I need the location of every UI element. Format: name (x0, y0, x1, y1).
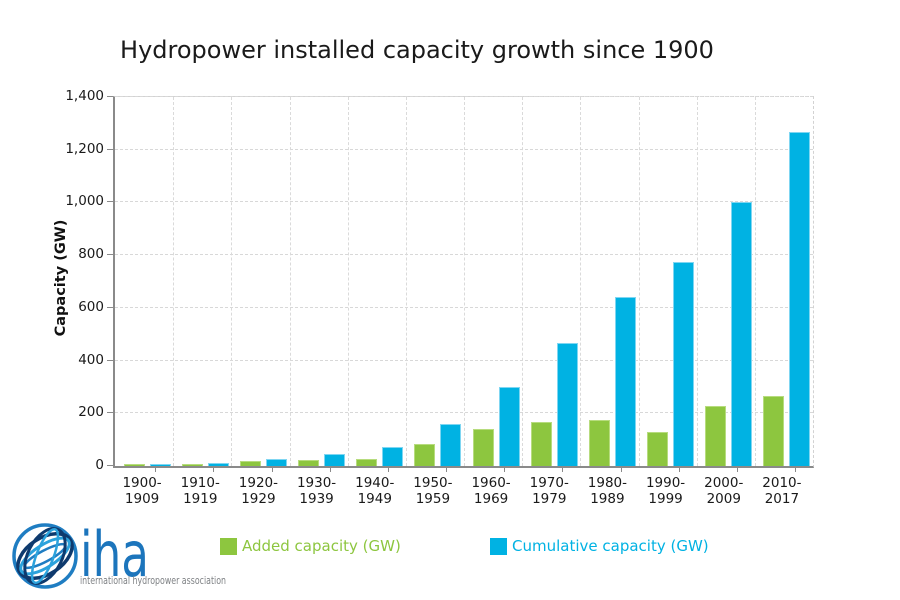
x-tick-label-1920-1929: 1920- 1929 (238, 475, 279, 507)
bar-cumulative-2000-2009 (731, 202, 753, 466)
y-tick-mark (107, 148, 113, 150)
vgridline (347, 97, 349, 466)
bar-cumulative-1920-1929 (265, 458, 287, 466)
vgridline (464, 97, 465, 466)
legend-label-cumulative: Cumulative capacity (GW) (512, 537, 709, 555)
x-tick-label-1900-1909: 1900- 1909 (122, 475, 162, 507)
vgridline (405, 97, 407, 466)
x-tick-mark (736, 467, 738, 472)
x-tick-label-2010-2017: 2010- 2017 (762, 475, 802, 507)
y-tick-label-1,400: 1,400 (65, 88, 104, 104)
x-tick-mark (504, 467, 506, 472)
legend-item-added: Added capacity (GW) (220, 537, 401, 555)
bar-cumulative-1960-1969 (498, 387, 520, 466)
x-tick-label-1940-1949: 1940- 1949 (355, 475, 395, 507)
bar-added-2010-2017 (763, 396, 785, 466)
y-tick-mark (107, 412, 113, 414)
bar-added-1900-1909 (123, 464, 145, 466)
bar-added-1950-1959 (414, 443, 436, 466)
vgridline (173, 97, 175, 466)
y-tick-mark (107, 254, 113, 256)
added-capacity-swatch (220, 537, 237, 555)
y-tick-label-600: 600 (78, 298, 104, 315)
logo-wordmark: iha (80, 518, 149, 591)
bar-added-1970-1979 (530, 421, 552, 466)
x-tick-mark (155, 467, 157, 472)
vgridline (522, 97, 524, 466)
bar-added-1990-1999 (647, 432, 668, 466)
legend-label-added: Added capacity (GW) (242, 537, 401, 555)
bar-cumulative-1990-1999 (673, 262, 694, 466)
y-tick-label-0: 0 (95, 457, 104, 473)
x-tick-mark (387, 467, 389, 472)
x-tick-label-1960-1969: 1960- 1969 (471, 475, 511, 507)
bar-cumulative-1910-1919 (207, 463, 229, 466)
bar-cumulative-1980-1989 (614, 296, 636, 466)
bar-cumulative-1970-1979 (556, 342, 578, 466)
bar-cumulative-1950-1959 (440, 424, 462, 466)
y-tick-mark (107, 359, 113, 361)
cumulative-capacity-swatch (490, 537, 507, 555)
y-tick-label-1,200: 1,200 (65, 140, 104, 157)
plot-area (113, 96, 814, 468)
y-tick-mark (107, 306, 113, 308)
bar-cumulative-1940-1949 (382, 447, 404, 466)
x-tick-label-1980-1989: 1980- 1989 (587, 475, 628, 507)
x-tick-label-1950-1959: 1950- 1959 (413, 475, 453, 507)
y-tick-label-800: 800 (78, 246, 104, 263)
chart-title: Hydropower installed capacity growth sin… (120, 36, 714, 64)
bar-added-1940-1949 (356, 458, 378, 466)
iha-logo: iha international hydropower association (12, 518, 226, 591)
x-tick-label-1910-1919: 1910- 1919 (180, 475, 220, 507)
x-tick-label-2000-2009: 2000- 2009 (704, 475, 744, 507)
x-tick-mark (678, 467, 680, 472)
x-tick-mark (446, 467, 447, 472)
bar-added-1980-1989 (588, 420, 610, 466)
vgridline (638, 97, 640, 466)
x-tick-label-1970-1979: 1970- 1979 (529, 475, 569, 507)
bar-cumulative-2010-2017 (789, 132, 811, 466)
vgridline (754, 97, 756, 466)
y-tick-mark (107, 201, 113, 203)
legend-item-cumulative: Cumulative capacity (GW) (490, 537, 709, 555)
x-tick-mark (562, 467, 564, 472)
x-tick-label-1990-1999: 1990- 1999 (645, 475, 686, 507)
y-tick-mark (107, 96, 113, 97)
x-tick-mark (795, 467, 796, 472)
vgridline (696, 97, 698, 466)
y-tick-mark (107, 465, 113, 466)
bar-added-1960-1969 (472, 428, 494, 466)
y-tick-label-400: 400 (78, 351, 104, 368)
logo-tagline: international hydropower association (80, 575, 226, 587)
bar-added-1930-1939 (298, 460, 319, 466)
bar-added-1910-1919 (181, 463, 203, 466)
bar-cumulative-1900-1909 (149, 464, 171, 466)
vgridline (289, 97, 291, 466)
x-tick-label-1930-1939: 1930- 1939 (296, 475, 337, 507)
y-tick-label-200: 200 (78, 404, 104, 421)
bar-cumulative-1930-1939 (324, 454, 345, 466)
globe-icon (12, 523, 78, 589)
x-tick-mark (620, 467, 622, 472)
x-tick-mark (213, 467, 215, 472)
y-tick-label-1,000: 1,000 (65, 193, 104, 210)
bar-added-2000-2009 (705, 405, 727, 466)
bar-added-1920-1929 (239, 461, 261, 466)
vgridline (580, 97, 582, 466)
hgridline-1400 (115, 96, 813, 97)
vgridline (231, 97, 233, 466)
x-tick-mark (329, 467, 331, 472)
x-tick-mark (271, 467, 273, 472)
